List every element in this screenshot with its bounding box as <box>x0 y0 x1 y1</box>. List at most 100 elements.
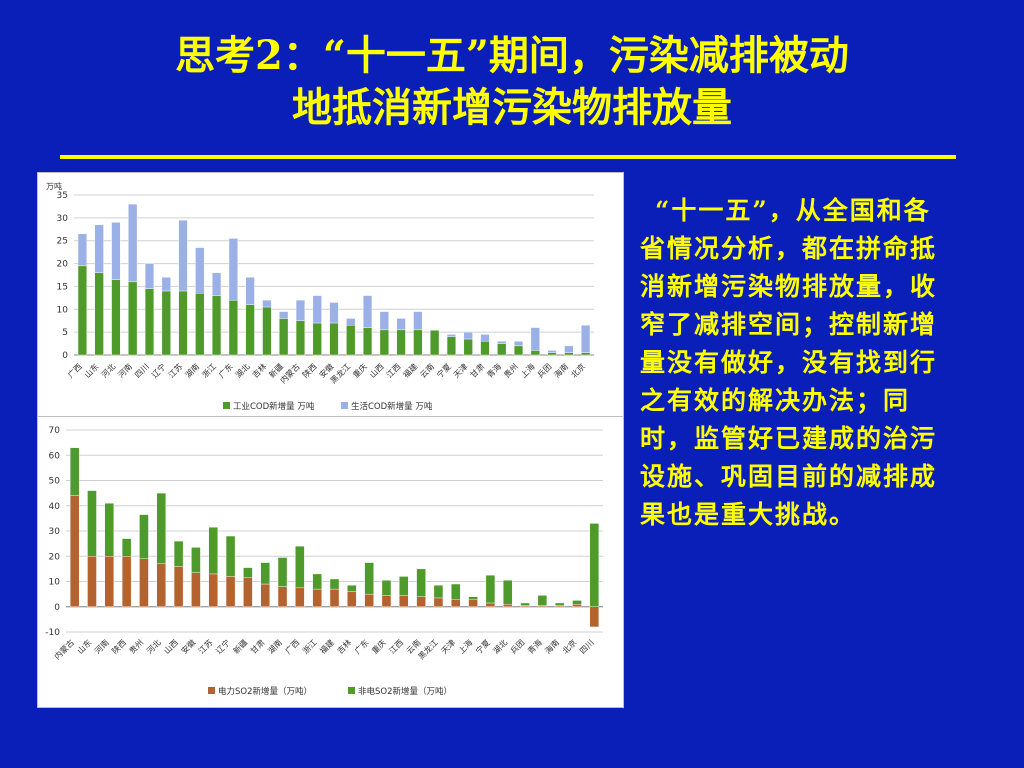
x-tick-label: 北京 <box>560 637 578 655</box>
bar-segment-2 <box>589 523 600 607</box>
bar-segment-2 <box>399 576 409 596</box>
bar-segment-2 <box>381 580 392 596</box>
bar-segment-1 <box>195 293 205 356</box>
y-tick-label: 25 <box>57 237 68 247</box>
bar-segment-2 <box>581 325 591 353</box>
y-tick-label: 70 <box>49 426 61 436</box>
bar-segment-2 <box>128 203 138 283</box>
x-tick-label: 吉林 <box>335 637 353 655</box>
bar-segment-2 <box>178 219 188 292</box>
bar-segment-1 <box>589 606 600 628</box>
bar-segment-1 <box>104 556 115 607</box>
bar-segment-1 <box>228 299 238 356</box>
bar-segment-2 <box>77 233 87 267</box>
cod-chart: 万吨 0 5 10 15 20 25 30 35 广西 山东 河北 河南 四川 辽宁 江苏 湖南 浙江 广东 湖北 吉林… <box>46 181 594 412</box>
cod-chart-panel: 万吨 0 5 10 15 20 25 30 35 广西 山东 河北 河南 四川 辽宁 江苏 湖南 浙江 广东 湖北 吉林… <box>37 172 624 418</box>
x-tick-label: 江苏 <box>196 637 214 655</box>
x-tick-label: 湖南 <box>183 361 201 379</box>
bar-segment-2 <box>262 299 272 308</box>
x-tick-label: 湖北 <box>234 362 252 380</box>
bar-segment-1 <box>144 288 155 356</box>
x-tick-label: 广西 <box>283 637 301 655</box>
bar-segment-2 <box>243 567 253 578</box>
y-tick-label: 30 <box>49 527 61 537</box>
bar-segment-1 <box>581 352 591 356</box>
bar-segment-1 <box>312 322 322 356</box>
legend-swatch-1 <box>208 687 215 694</box>
bar-segment-2 <box>212 272 222 296</box>
x-tick-label: 黑龙江 <box>416 637 440 661</box>
x-tick-label: 贵州 <box>502 361 520 379</box>
slide-title: 思考2：“十一五”期间，污染减排被动 地抵消新增污染物排放量 <box>0 30 1024 134</box>
bar-segment-2 <box>277 557 288 587</box>
bar-segment-1 <box>128 281 138 356</box>
bar-segment-2 <box>364 562 374 595</box>
x-tick-label: 青海 <box>485 361 503 379</box>
bar-segment-1 <box>364 593 374 607</box>
x-tick-label: 山东 <box>82 361 100 379</box>
bar-segment-1 <box>139 558 149 607</box>
legend-swatch-2 <box>348 687 355 694</box>
bar-segment-2 <box>295 299 306 321</box>
bar-segment-2 <box>295 545 305 589</box>
bar-segment-2 <box>139 514 149 559</box>
y-tick-label: 50 <box>49 477 61 487</box>
bar-segment-1 <box>381 595 392 607</box>
bar-segment-1 <box>396 329 406 356</box>
bar-segment-1 <box>191 572 201 607</box>
x-tick-label: 河北 <box>99 361 117 379</box>
x-tick-label: 河南 <box>92 637 110 655</box>
bar-segment-2 <box>430 329 440 331</box>
y-tick-label: 10 <box>57 305 69 315</box>
x-tick-label: 兵团 <box>508 637 526 655</box>
x-tick-label: 宁夏 <box>473 637 491 655</box>
bar-segment-2 <box>347 585 357 592</box>
y-tick-label: 20 <box>49 552 61 562</box>
bar-segment-1 <box>379 329 389 356</box>
bar-segment-2 <box>94 224 104 273</box>
x-tick-label: 湖南 <box>266 637 284 655</box>
x-tick-label: 甘肃 <box>468 361 486 379</box>
bar-segment-2 <box>87 490 97 557</box>
x-tick-label: 重庆 <box>351 361 369 379</box>
bar-segment-2 <box>225 535 236 577</box>
bar-segment-1 <box>329 322 339 356</box>
x-tick-label: 天津 <box>439 637 457 655</box>
x-tick-label: 陕西 <box>110 637 128 655</box>
x-tick-label: 甘肃 <box>248 637 266 655</box>
bar-segment-1 <box>513 345 524 356</box>
bar-segment-1 <box>346 325 356 356</box>
bar-segment-2 <box>329 578 340 590</box>
bar-segment-1 <box>430 329 440 356</box>
bar-segment-1 <box>362 327 373 356</box>
x-tick-label: 江苏 <box>166 361 184 379</box>
bar-segment-1 <box>399 595 409 607</box>
x-tick-label: 海南 <box>543 637 561 655</box>
bar-segment-1 <box>446 336 456 356</box>
bar-segment-2 <box>329 302 339 324</box>
bar-segment-1 <box>295 320 306 356</box>
bar-segment-1 <box>243 577 253 607</box>
bar-segment-2 <box>513 341 524 347</box>
bar-segment-1 <box>485 602 496 607</box>
y-tick-label: 0 <box>62 351 68 361</box>
bar-segment-2 <box>312 573 322 590</box>
bar-segment-1 <box>468 598 478 607</box>
bar-segment-2 <box>396 318 406 331</box>
bar-segment-2 <box>413 311 423 331</box>
title-divider <box>60 155 956 159</box>
bar-segment-1 <box>329 588 340 607</box>
x-tick-label: 内蒙古 <box>52 637 76 661</box>
bar-segment-2 <box>144 263 155 289</box>
bar-segment-2 <box>69 447 80 496</box>
x-tick-label: 新疆 <box>231 637 249 655</box>
x-tick-label: 浙江 <box>200 361 218 379</box>
bar-segment-2 <box>121 538 132 557</box>
bar-segment-2 <box>111 222 121 280</box>
x-tick-label: 四川 <box>578 638 596 656</box>
bar-segment-1 <box>212 295 222 356</box>
bar-segment-2 <box>485 574 496 604</box>
bar-segment-1 <box>161 290 171 356</box>
bar-segment-1 <box>94 272 104 356</box>
title-line-1: 思考2：“十一五”期间，污染减排被动 <box>175 32 849 79</box>
